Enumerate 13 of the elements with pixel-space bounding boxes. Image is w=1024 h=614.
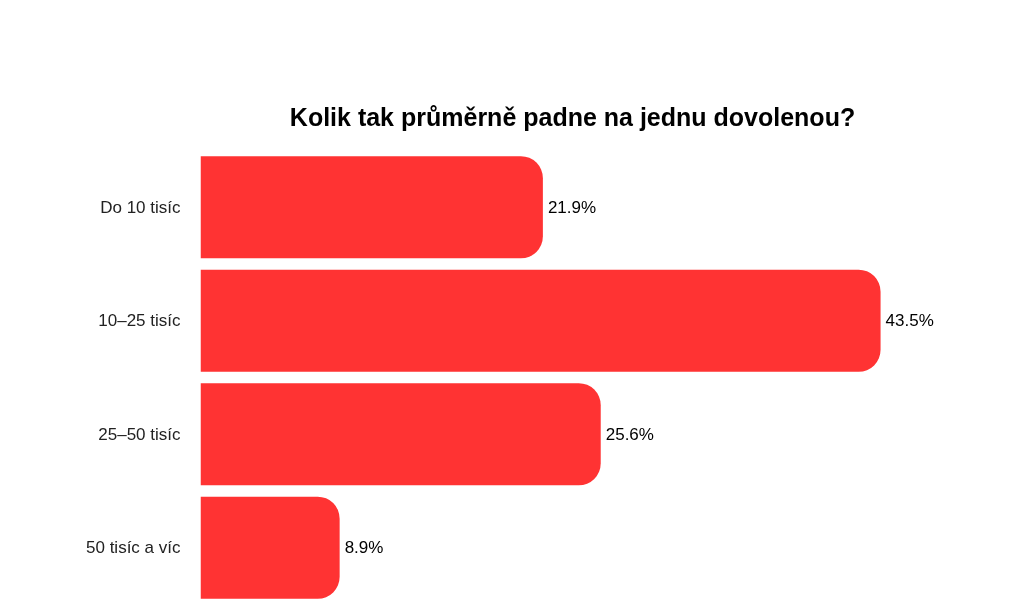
y-tick-label: 50 tisíc a víc [86, 538, 181, 558]
y-tick-label: Do 10 tisíc [100, 197, 181, 217]
data-label: 43.5% [885, 311, 934, 331]
bar [200, 269, 881, 372]
y-tick-label: 25–50 tisíc [98, 424, 181, 444]
y-tick-label: 10–25 tisíc [98, 311, 181, 331]
data-label: 8.9% [344, 538, 384, 558]
bar [200, 496, 340, 599]
data-label: 25.6% [605, 424, 654, 444]
bar [200, 156, 543, 259]
data-label: 21.9% [547, 197, 597, 217]
bar [200, 383, 601, 486]
chart-title: Kolik tak průměrně padne na jednu dovolenou? [289, 102, 856, 131]
